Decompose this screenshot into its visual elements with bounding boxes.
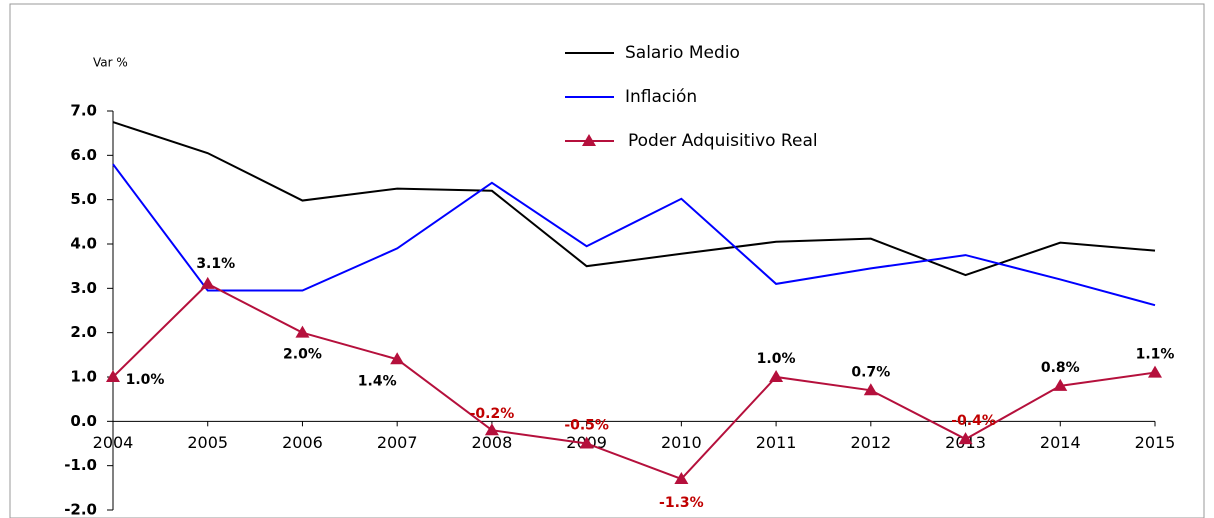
data-label: 1.4%: [358, 373, 397, 389]
data-label: -0.4%: [951, 413, 996, 429]
x-tick-label: 2005: [187, 433, 228, 452]
y-axis-label: Var %: [93, 56, 128, 70]
marker: [958, 432, 973, 445]
data-label: -1.3%: [659, 495, 704, 511]
y-tick-label: -2.0: [64, 501, 97, 518]
legend-marker: [582, 134, 596, 146]
data-label: 2.0%: [283, 347, 322, 363]
x-tick-label: 2015: [1135, 433, 1176, 452]
marker: [295, 325, 310, 338]
series-line: [112, 163, 1156, 307]
data-label: 1.0%: [757, 351, 796, 367]
marker: [674, 471, 689, 484]
data-label: 3.1%: [196, 256, 235, 272]
series-line: [112, 121, 1156, 277]
y-tick-label: 0.0: [70, 412, 97, 430]
data-label: 1.1%: [1136, 347, 1175, 363]
y-tick-label: 6.0: [70, 146, 97, 164]
data-label: -0.5%: [564, 418, 609, 434]
marker: [484, 423, 499, 436]
frame: [9, 3, 1205, 518]
marker: [769, 370, 784, 382]
legend-label: Inflación: [625, 87, 697, 107]
series-line: [112, 282, 1156, 481]
marker: [579, 436, 594, 449]
legend-label: Poder Adquisitivo Real: [628, 131, 818, 151]
y-tick-label: -1.0: [64, 456, 97, 474]
y-tick-label: 1.0: [70, 368, 97, 386]
data-label: 0.8%: [1041, 360, 1080, 376]
marker: [200, 276, 215, 289]
x-tick-label: 2008: [472, 433, 513, 452]
x-tick-label: 2007: [377, 433, 418, 452]
x-tick-label: 2014: [1040, 433, 1081, 452]
legend-label: Salario Medio: [625, 43, 740, 63]
y-tick-label: 2.0: [70, 323, 97, 341]
x-tick-label: 2006: [282, 433, 323, 452]
x-tick-label: 2004: [93, 433, 134, 452]
y-tick-label: 4.0: [70, 235, 97, 253]
x-tick-label: 2010: [661, 433, 702, 452]
data-label: 1.0%: [126, 372, 165, 388]
marker: [106, 370, 120, 382]
marker: [1053, 378, 1068, 391]
x-tick-label: 2012: [850, 433, 891, 452]
x-tick-label: 2011: [756, 433, 797, 452]
marker: [1148, 365, 1162, 378]
marker: [863, 383, 878, 396]
data-label: -0.2%: [470, 406, 515, 422]
y-tick-label: 3.0: [70, 279, 97, 297]
data-label: 0.7%: [851, 364, 890, 380]
marker: [390, 352, 405, 365]
y-tick-label: 7.0: [70, 102, 97, 120]
y-tick-label: 5.0: [70, 190, 97, 208]
